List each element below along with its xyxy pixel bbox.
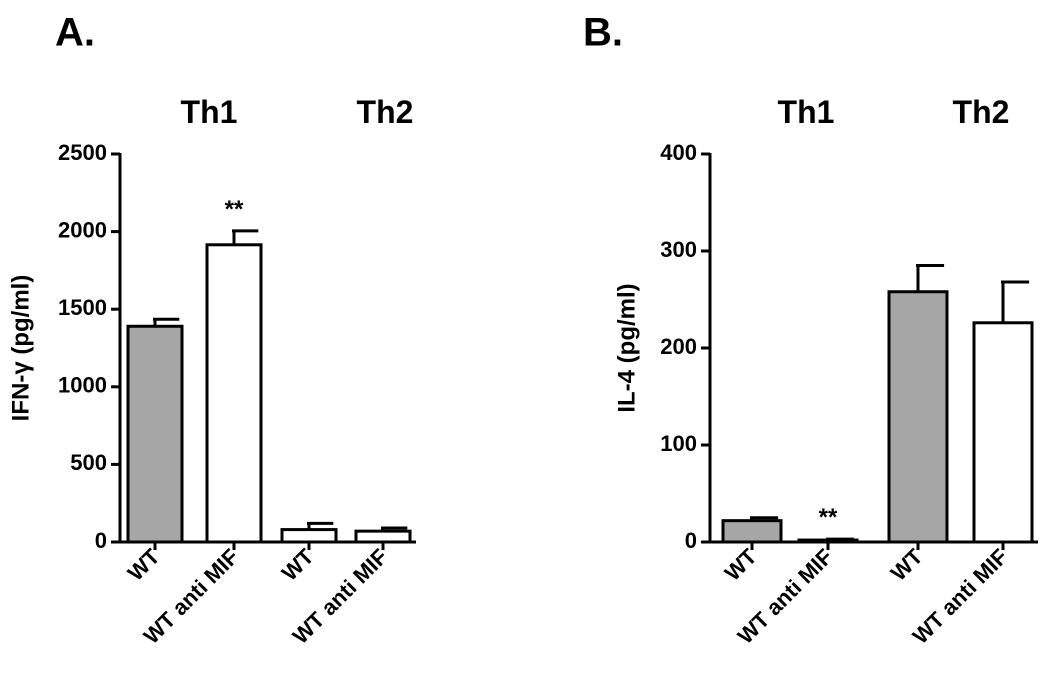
panel-a-y-tick-label: 500 <box>70 450 107 475</box>
panel-b-y-axis-title: IL-4 (pg/ml) <box>613 283 640 412</box>
panel-b-y-tick-label: 0 <box>685 528 697 553</box>
panel-a-y-tick-label: 1000 <box>58 373 107 398</box>
panel-a-y-tick-label: 2000 <box>58 217 107 242</box>
panel-a-y-tick-label: 0 <box>95 528 107 553</box>
panel-b-category-label: WT <box>886 543 928 585</box>
panel-a-label: A. <box>55 11 95 55</box>
panel-a-bar <box>354 529 412 544</box>
panel-b-y-tick-label: 200 <box>660 334 697 359</box>
panel-b-label: B. <box>583 11 623 55</box>
panel-b-y-tick-label: 300 <box>660 237 697 262</box>
panel-a-y-tick-label: 2500 <box>58 140 107 165</box>
panel-a-bar <box>126 324 184 544</box>
panel-b-bar <box>721 519 783 544</box>
panel-a-significance-marker: ** <box>225 196 244 223</box>
panel-a-y-axis-title: IFN-γ (pg/ml) <box>7 275 34 422</box>
panel-b-y-tick-label: 100 <box>660 431 697 456</box>
panel-a-group-label: Th2 <box>357 94 414 130</box>
panel-a-bar <box>280 528 338 544</box>
panel-b-category-label: WT <box>720 543 762 585</box>
panel-a-category-label: WT <box>123 543 165 585</box>
panel-a-bar <box>205 243 263 544</box>
panel-b-y-tick-label: 400 <box>660 140 697 165</box>
panel-b-bar <box>887 290 949 544</box>
panel-a-group-label: Th1 <box>181 94 238 130</box>
panel-a-y-tick-label: 1500 <box>58 295 107 320</box>
panel-b-significance-marker: ** <box>819 504 838 531</box>
panel-b-bar <box>972 321 1034 544</box>
panel-b-group-label: Th2 <box>953 94 1010 130</box>
panel-b-group-label: Th1 <box>778 94 835 130</box>
panel-a-category-label: WT <box>277 543 319 585</box>
